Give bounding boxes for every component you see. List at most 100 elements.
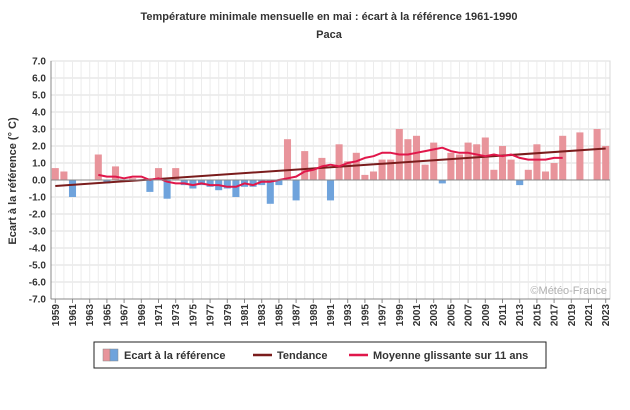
- bar: [387, 159, 395, 180]
- y-tick-label: -6.0: [29, 278, 47, 289]
- y-tick-label: -4.0: [29, 244, 47, 255]
- bar: [335, 144, 343, 180]
- bar: [404, 139, 412, 180]
- y-tick-label: 6.0: [32, 74, 46, 85]
- x-tick-label: 2015: [532, 304, 543, 327]
- x-tick-label: 2021: [584, 304, 595, 327]
- legend-label-trend: Tendance: [277, 350, 328, 362]
- bar: [68, 180, 77, 197]
- x-tick-label: 1961: [68, 304, 79, 327]
- x-tick-label: 1989: [309, 304, 320, 327]
- bar: [154, 168, 163, 180]
- bar: [309, 168, 317, 180]
- bar: [361, 174, 369, 180]
- x-tick-label: 2019: [567, 304, 578, 327]
- legend-label-moving-average: Moyenne glissante sur 11 ans: [373, 350, 528, 362]
- bar: [524, 169, 532, 180]
- bar: [412, 135, 421, 180]
- legend: Ecart à la référence Tendance Moyenne gl…: [93, 341, 547, 369]
- legend-swatch-bar-positive: [102, 348, 111, 362]
- bar: [481, 137, 489, 180]
- bar: [146, 180, 154, 192]
- x-tick-label: 1997: [378, 304, 389, 327]
- bar: [292, 180, 300, 201]
- bar: [430, 142, 438, 180]
- chart-subtitle: Paca: [316, 29, 343, 41]
- bar: [447, 152, 455, 180]
- y-tick-label: -2.0: [29, 210, 47, 221]
- x-tick-label: 1985: [274, 304, 285, 327]
- x-tick-label: 2009: [481, 304, 492, 327]
- x-tick-label: 1963: [85, 304, 96, 327]
- y-tick-label: 4.0: [32, 108, 46, 119]
- y-tick-label: 0.0: [32, 176, 46, 187]
- x-tick-label: 1995: [360, 304, 371, 327]
- x-tick-label: 2013: [515, 304, 526, 327]
- moving-average-line: [98, 146, 563, 188]
- bar: [576, 132, 584, 180]
- x-tick-label: 1973: [171, 304, 182, 327]
- y-tick-label: -7.0: [29, 295, 47, 306]
- bar: [438, 180, 446, 184]
- bar: [593, 129, 601, 180]
- bar: [249, 180, 257, 187]
- bar: [378, 159, 386, 180]
- bar: [275, 180, 283, 186]
- bar: [464, 142, 472, 180]
- bar: [172, 168, 180, 180]
- bar: [498, 146, 507, 180]
- bar: [533, 144, 541, 180]
- x-tick-label: 2001: [412, 304, 423, 327]
- y-tick-label: -3.0: [29, 227, 47, 238]
- x-tick-label: 2005: [446, 304, 457, 327]
- bar: [318, 157, 326, 180]
- x-tick-label: 1999: [395, 304, 406, 327]
- bar: [344, 161, 352, 180]
- bar: [421, 164, 429, 180]
- legend-swatch-bar-negative: [109, 348, 119, 362]
- bar: [232, 180, 240, 197]
- x-tick-label: 1969: [137, 304, 148, 327]
- bar: [223, 180, 231, 189]
- watermark: ©Météo-France: [530, 285, 607, 297]
- x-tick-label: 2017: [550, 304, 561, 327]
- axis-layer: 7.0 6.0 5.0 4.0 3.0 2.0 1.0 0.0 -1.0 -2.0 -3.0 -4.0…: [29, 57, 612, 327]
- bar: [507, 159, 515, 180]
- bar: [369, 171, 378, 180]
- x-tick-label: 1959: [51, 304, 62, 327]
- bar: [516, 180, 524, 186]
- bar: [129, 178, 137, 180]
- bar: [51, 168, 59, 180]
- x-tick-label: 2023: [601, 304, 612, 327]
- bar: [266, 180, 274, 204]
- x-tick-label: 1967: [120, 304, 131, 327]
- x-tick-label: 1981: [240, 304, 251, 327]
- chart-title: Température minimale mensuelle en mai : …: [140, 11, 517, 23]
- bar: [301, 151, 309, 180]
- bar: [455, 154, 464, 180]
- x-tick-label: 2011: [498, 304, 509, 326]
- y-tick-label: -1.0: [29, 193, 47, 204]
- x-tick-label: 1993: [343, 304, 354, 327]
- bar: [60, 171, 68, 180]
- y-tick-label: 5.0: [32, 91, 46, 102]
- y-tick-label: 7.0: [32, 57, 46, 68]
- y-tick-label: 3.0: [32, 125, 46, 136]
- x-tick-label: 1987: [292, 304, 303, 327]
- legend-label-bars: Ecart à la référence: [124, 350, 226, 362]
- x-tick-label: 1971: [154, 304, 165, 327]
- x-tick-label: 1979: [223, 304, 234, 327]
- bar: [490, 169, 498, 180]
- x-tick-label: 2007: [464, 304, 475, 327]
- bar: [163, 180, 171, 199]
- bar: [326, 180, 335, 201]
- bar: [283, 139, 292, 180]
- bar: [541, 171, 550, 180]
- x-tick-label: 1983: [257, 304, 268, 327]
- x-tick-label: 1991: [326, 304, 337, 327]
- x-tick-label: 1965: [102, 304, 113, 327]
- bar: [94, 154, 102, 180]
- bar: [550, 163, 558, 180]
